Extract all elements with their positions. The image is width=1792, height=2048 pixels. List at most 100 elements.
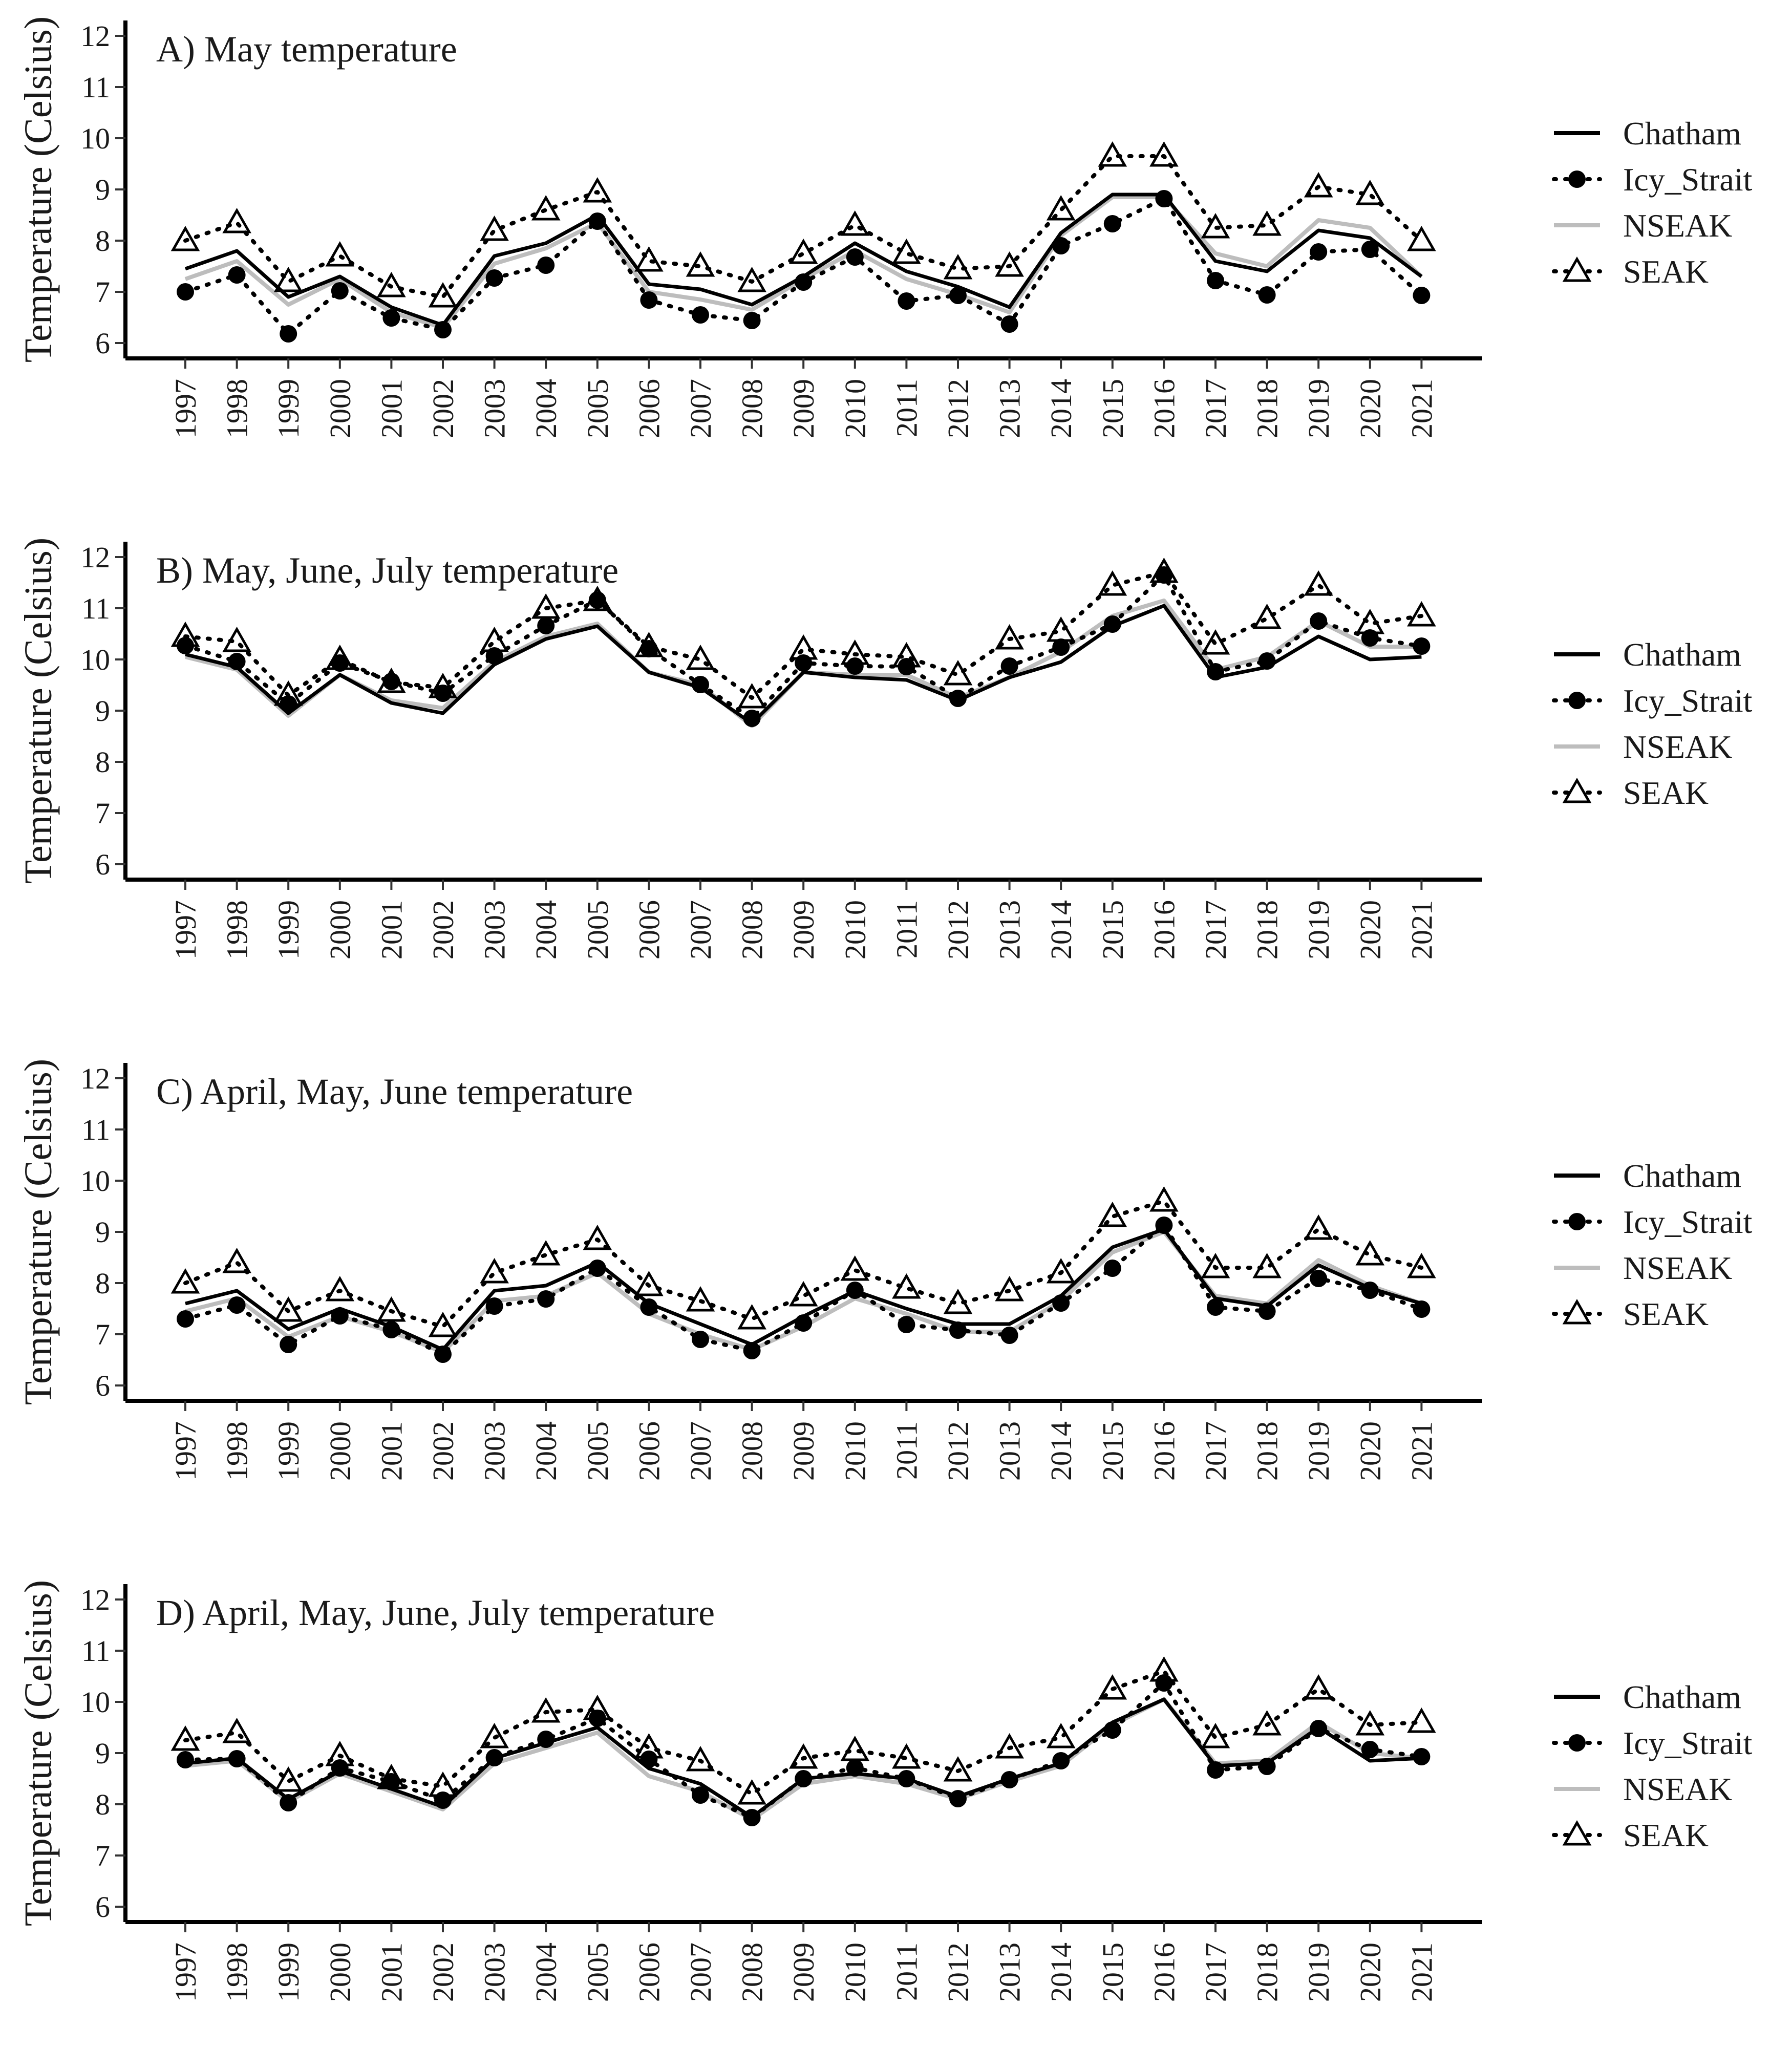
data-point: [892, 1273, 921, 1299]
series-line: [183, 1669, 1424, 1796]
data-point: [1098, 1201, 1127, 1227]
data-point: [949, 1321, 967, 1339]
x-tick-label: 2014: [1044, 379, 1078, 438]
data-point: [280, 325, 297, 343]
data-point: [1355, 1240, 1385, 1266]
data-point: [273, 266, 303, 292]
data-point: [325, 1740, 355, 1766]
legend-marker: [1568, 692, 1586, 709]
data-point: [177, 1310, 194, 1328]
legend-item-chatham: Chatham: [1554, 115, 1741, 152]
legend-label: NSEAK: [1623, 729, 1732, 765]
x-tick-label: 2009: [787, 1943, 820, 2002]
x-tick-label: 1999: [272, 900, 305, 959]
x-tick-label: 2015: [1096, 379, 1129, 438]
x-tick-label: 2018: [1251, 1421, 1284, 1481]
data-point: [1103, 1721, 1121, 1739]
data-point: [1407, 1252, 1436, 1278]
data-point: [1252, 210, 1282, 236]
data-point: [1310, 1270, 1328, 1287]
data-point: [588, 212, 606, 230]
x-tick-label: 1997: [169, 1943, 202, 2002]
x-tick-label: 2017: [1199, 900, 1232, 959]
data-point: [325, 1275, 355, 1302]
y-axis-label: Temperature (Celsius): [17, 1059, 60, 1405]
legend-item-icy-strait: Icy_Strait: [1552, 682, 1753, 719]
data-point: [1098, 1674, 1127, 1700]
data-point: [640, 1298, 658, 1316]
data-point: [1413, 637, 1431, 655]
y-tick-label: 9: [95, 694, 110, 728]
data-point: [846, 248, 864, 266]
data-point: [1407, 225, 1436, 251]
x-tick-label: 2012: [942, 900, 975, 959]
legend-item-icy-strait: Icy_Strait: [1552, 161, 1753, 198]
data-point: [1413, 1300, 1431, 1318]
data-point: [943, 253, 973, 280]
data-point: [1252, 1710, 1282, 1736]
data-point: [1258, 652, 1276, 670]
x-tick-label: 2020: [1354, 379, 1387, 438]
data-point: [634, 246, 664, 272]
y-tick-label: 6: [95, 848, 110, 881]
y-tick-label: 10: [80, 122, 110, 155]
data-point: [177, 283, 194, 301]
data-point: [531, 1697, 561, 1723]
x-tick-label: 2004: [529, 900, 563, 959]
data-point: [480, 626, 509, 652]
legend: Chatham Icy_Strait NSEAK SEAK: [1552, 115, 1753, 290]
data-point: [222, 1247, 251, 1273]
panel-title: A) May temperature: [156, 29, 457, 70]
x-tick-label: 2006: [632, 379, 666, 438]
data-point: [788, 1743, 818, 1769]
data-point: [222, 1717, 251, 1743]
series-icy-strait: [177, 1674, 1431, 1826]
x-tick-label: 2012: [942, 1943, 975, 2002]
data-point: [692, 306, 709, 324]
data-point: [331, 282, 349, 300]
x-tick-label: 2008: [736, 1421, 769, 1481]
data-point: [840, 639, 870, 665]
data-point: [1103, 215, 1121, 232]
x-tick-label: 2002: [426, 379, 460, 438]
data-point: [428, 1311, 458, 1337]
data-point: [583, 177, 612, 203]
y-tick-label: 9: [95, 1737, 110, 1770]
x-tick-label: 2011: [890, 1421, 923, 1480]
data-point: [840, 1255, 870, 1281]
y-axis-label: Temperature (Celsius): [17, 538, 60, 884]
data-point: [1098, 570, 1127, 596]
x-tick-label: 2000: [324, 1421, 357, 1481]
data-point: [280, 1336, 297, 1353]
data-point: [377, 1296, 406, 1322]
legend-marker: [1562, 1298, 1592, 1325]
x-tick-label: 2003: [478, 379, 511, 438]
y-tick-label: 9: [95, 1215, 110, 1249]
legend-item-nseak: NSEAK: [1554, 729, 1732, 765]
data-point: [583, 1694, 612, 1720]
data-point: [537, 617, 555, 634]
data-point: [1000, 1327, 1018, 1344]
data-point: [898, 1770, 915, 1787]
y-tick-label: 12: [80, 1062, 110, 1095]
data-point: [1155, 1217, 1173, 1234]
panel-title: D) April, May, June, July temperature: [156, 1592, 715, 1633]
data-point: [995, 251, 1024, 277]
data-point: [377, 271, 406, 297]
legend: Chatham Icy_Strait NSEAK SEAK: [1552, 1158, 1753, 1332]
data-point: [1310, 612, 1328, 630]
data-point: [949, 690, 967, 707]
legend-label: SEAK: [1623, 1817, 1709, 1853]
data-point: [428, 282, 458, 308]
data-point: [1149, 1186, 1179, 1212]
data-point: [795, 1770, 813, 1787]
data-point: [177, 1751, 194, 1768]
y-tick-label: 7: [95, 797, 110, 830]
data-point: [382, 309, 400, 327]
x-tick-label: 2009: [787, 379, 820, 438]
legend-item-nseak: NSEAK: [1554, 1250, 1732, 1286]
x-tick-label: 2007: [684, 379, 717, 438]
x-tick-label: 1998: [221, 900, 254, 959]
x-tick-label: 2011: [890, 379, 923, 437]
x-tick-label: 1998: [221, 1943, 254, 2002]
